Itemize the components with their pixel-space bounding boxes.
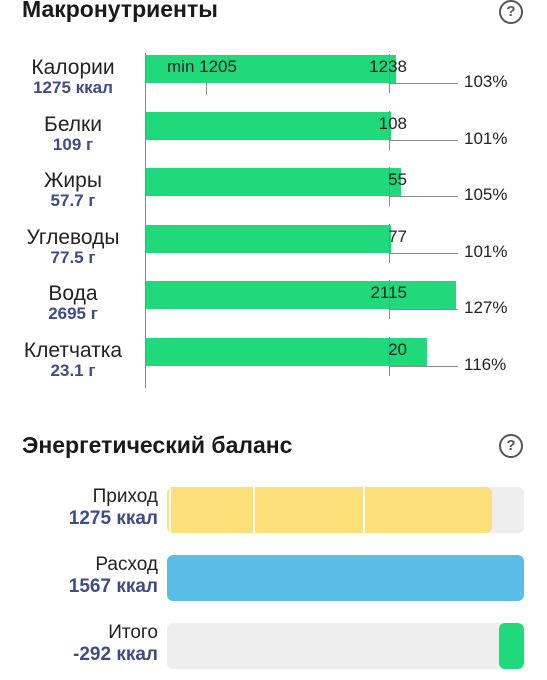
macro-target-tick <box>389 54 390 93</box>
macro-percent-leader <box>389 83 458 84</box>
macros-axis <box>145 53 146 388</box>
expense-label-group: Расход 1567 ккал <box>69 554 158 598</box>
macro-percent-leader <box>389 365 458 367</box>
macro-bar <box>146 111 392 140</box>
macro-percent-leader <box>389 196 458 197</box>
income-label-group: Приход 1275 ккал <box>69 486 158 530</box>
income-bar <box>167 487 524 533</box>
macro-target-value: 77 <box>388 226 407 246</box>
macro-percent-leader <box>389 252 458 254</box>
macro-value: 109 г <box>52 134 94 154</box>
macro-percent: 116% <box>464 354 507 374</box>
total-value: -292 ккал <box>73 644 158 665</box>
total-bar <box>167 623 524 669</box>
income-segment-divider <box>169 487 171 533</box>
income-segment-divider <box>363 487 365 533</box>
macro-label-group: Клетчатка 23.1 г <box>0 338 146 380</box>
total-bar-fill <box>499 623 524 669</box>
income-label: Приход <box>92 486 158 507</box>
expense-value: 1567 ккал <box>68 576 158 597</box>
macro-target-tick <box>389 223 390 263</box>
macro-target-value: 20 <box>388 339 407 359</box>
macro-bar <box>146 281 456 309</box>
energy-title: Энергетический баланс <box>22 432 293 458</box>
macro-name: Белки <box>44 112 102 136</box>
macro-target-value: 1238 <box>369 57 407 76</box>
macro-percent: 103% <box>464 72 508 91</box>
macro-target-value: 2115 <box>370 283 407 302</box>
expense-bar-fill <box>167 555 524 601</box>
macro-percent: 127% <box>464 298 508 317</box>
calories-min-label: min 1205 <box>167 57 237 76</box>
macro-label-group: Калории 1275 ккал <box>0 57 146 97</box>
total-label-group: Итого -292 ккал <box>73 622 158 666</box>
macro-name: Калории <box>31 56 115 79</box>
macro-value: 77.5 г <box>50 247 96 267</box>
macro-name: Клетчатка <box>23 338 123 362</box>
macro-value: 1275 ккал <box>33 78 113 97</box>
macros-title: Макронутриенты <box>22 0 218 22</box>
macro-percent: 101% <box>464 128 508 148</box>
macro-label-group: Углеводы 77.5 г <box>0 225 146 267</box>
calories-min-tick <box>206 83 207 95</box>
macro-percent-leader <box>389 309 458 310</box>
macro-percent: 101% <box>464 241 508 261</box>
macro-target-tick <box>389 336 390 376</box>
macro-label-group: Вода 2695 г <box>0 283 146 323</box>
energy-help-icon[interactable]: ? <box>499 434 523 458</box>
expense-label: Расход <box>95 554 158 575</box>
macro-name: Вода <box>48 282 98 305</box>
total-label: Итого <box>108 622 158 643</box>
income-value: 1275 ккал <box>68 508 158 529</box>
income-bar-fill <box>167 487 492 533</box>
macro-bar <box>146 337 427 366</box>
macro-target-tick <box>389 280 390 319</box>
macro-target-tick <box>389 110 390 150</box>
macro-bar <box>146 168 401 196</box>
macro-percent-leader <box>389 139 458 141</box>
macro-target-value: 55 <box>388 170 407 189</box>
macro-name: Углеводы <box>26 225 120 249</box>
income-segment-divider <box>253 487 255 533</box>
macro-bar <box>146 224 391 253</box>
macro-value: 57.7 г <box>50 191 96 210</box>
macro-value: 23.1 г <box>50 360 96 380</box>
macro-label-group: Жиры 57.7 г <box>0 170 146 210</box>
expense-bar <box>167 555 524 601</box>
macro-name: Жиры <box>44 169 102 192</box>
macro-percent: 105% <box>464 185 508 204</box>
macro-target-value: 108 <box>378 113 407 133</box>
macro-value: 2695 г <box>48 304 98 323</box>
macros-help-icon[interactable]: ? <box>499 0 523 24</box>
macro-label-group: Белки 109 г <box>0 112 146 154</box>
macro-bar <box>146 55 397 83</box>
macro-target-tick <box>389 167 390 206</box>
